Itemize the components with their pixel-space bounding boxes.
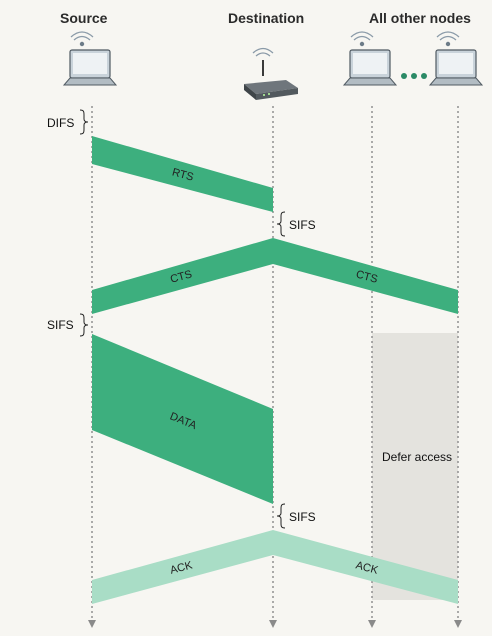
ack-frame-to-others	[273, 530, 458, 604]
other-nodes-header: All other nodes	[369, 10, 471, 26]
defer-access-label: Defer access	[382, 450, 452, 464]
sifs-bracket-3	[276, 503, 286, 529]
cts-frame-to-source	[92, 238, 273, 314]
cts-others-label: CTS	[355, 268, 379, 285]
sifs-bracket-1	[276, 211, 286, 237]
sifs-label-1: SIFS	[289, 218, 316, 232]
data-frame	[92, 334, 273, 504]
ack-frame-to-source	[92, 530, 273, 604]
rts-label: RTS	[171, 166, 195, 183]
access-point-icon	[244, 47, 298, 100]
sifs-label-2: SIFS	[47, 318, 74, 332]
other-node-laptop-icon-2	[428, 31, 484, 86]
destination-header: Destination	[228, 10, 305, 26]
difs-bracket	[79, 109, 89, 135]
ellipsis-icon	[401, 73, 427, 79]
ack-source-label: ACK	[169, 559, 195, 577]
defer-access-region	[372, 333, 458, 600]
source-header: Source	[60, 10, 108, 26]
ack-others-label: ACK	[354, 559, 380, 577]
sifs-bracket-2	[79, 313, 89, 337]
cts-source-label: CTS	[169, 268, 193, 285]
sifs-label-3: SIFS	[289, 510, 316, 524]
difs-label: DIFS	[47, 116, 74, 130]
source-laptop-icon	[62, 31, 118, 86]
rts-frame	[92, 136, 273, 212]
cts-frame-to-others	[273, 238, 458, 314]
other-node-laptop-icon-1	[342, 31, 398, 86]
